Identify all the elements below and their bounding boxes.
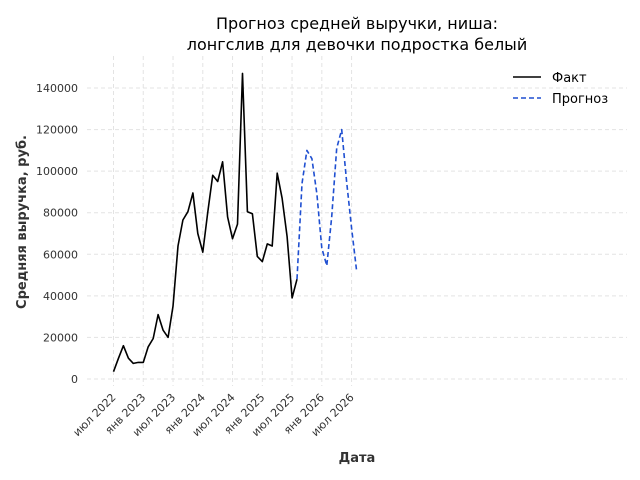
chart-title-line-2: лонгслив для девочки подростка белый bbox=[187, 35, 527, 54]
y-tick-label: 20000 bbox=[43, 331, 78, 344]
y-axis-label: Средняя выручка, руб. bbox=[15, 135, 30, 309]
series-line-forecast bbox=[296, 128, 358, 280]
legend: Факт Прогноз bbox=[513, 71, 608, 107]
y-tick-label: 140000 bbox=[36, 82, 78, 95]
y-tick-label: 80000 bbox=[43, 207, 78, 220]
grid bbox=[87, 56, 627, 386]
series-line-fact bbox=[112, 72, 298, 372]
chart-title-line-1: Прогноз средней выручки, ниша: bbox=[216, 14, 498, 33]
y-tick-label: 40000 bbox=[43, 290, 78, 303]
y-tick-label: 0 bbox=[71, 373, 78, 386]
x-axis-label: Дата bbox=[339, 451, 376, 466]
series-lines bbox=[112, 72, 358, 372]
legend-label-fact: Факт bbox=[552, 71, 587, 86]
y-tick-label: 120000 bbox=[36, 124, 78, 137]
y-tick-label: 60000 bbox=[43, 248, 78, 261]
y-tick-label: 100000 bbox=[36, 165, 78, 178]
y-axis-ticks: 0 20000 40000 60000 80000 100000 120000 140000 bbox=[36, 82, 78, 386]
legend-label-forecast: Прогноз bbox=[552, 92, 608, 107]
